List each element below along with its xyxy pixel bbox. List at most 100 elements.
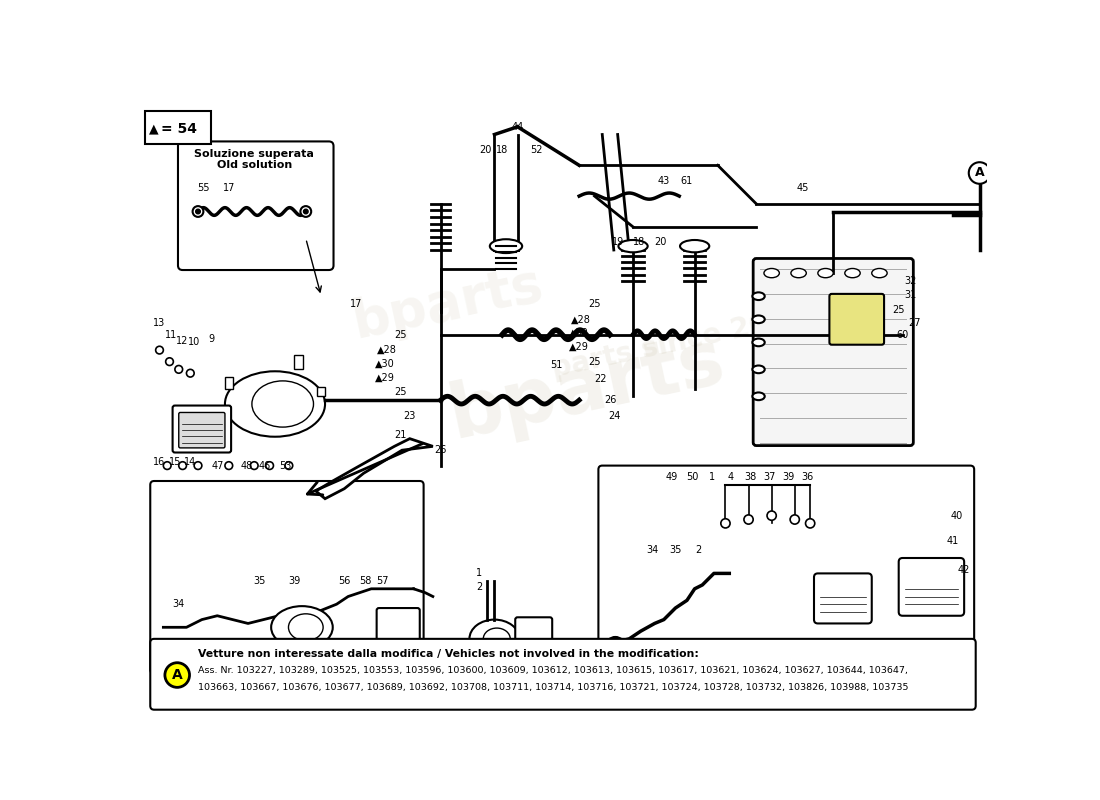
Circle shape [606, 638, 625, 656]
Bar [295, 355, 304, 370]
Text: = 54: = 54 [161, 122, 197, 136]
Text: parts since 2005: parts since 2005 [549, 302, 810, 383]
Ellipse shape [763, 269, 779, 278]
Text: 34: 34 [173, 599, 185, 610]
Text: 20: 20 [653, 238, 667, 247]
FancyBboxPatch shape [754, 258, 913, 446]
Text: 39: 39 [288, 576, 300, 586]
Ellipse shape [618, 240, 648, 252]
Circle shape [790, 515, 800, 524]
Text: 25: 25 [394, 330, 407, 340]
Circle shape [175, 366, 183, 373]
Text: 7: 7 [509, 661, 516, 670]
Text: 31: 31 [904, 290, 916, 300]
Text: 55: 55 [197, 183, 210, 194]
Text: 50: 50 [686, 472, 698, 482]
Text: 35: 35 [669, 546, 682, 555]
Text: 2: 2 [476, 582, 482, 592]
FancyBboxPatch shape [151, 639, 976, 710]
Text: 25: 25 [588, 357, 601, 366]
Text: 26: 26 [434, 445, 447, 455]
Ellipse shape [871, 269, 888, 278]
Text: 16: 16 [153, 457, 166, 466]
Text: Ass. Nr. 103227, 103289, 103525, 103553, 103596, 103600, 103609, 103612, 103613,: Ass. Nr. 103227, 103289, 103525, 103553,… [198, 666, 908, 675]
Text: 5: 5 [441, 661, 448, 670]
Text: 17: 17 [222, 183, 235, 194]
Ellipse shape [483, 628, 510, 650]
Text: 37: 37 [763, 472, 776, 482]
Text: 26: 26 [604, 395, 616, 405]
Circle shape [187, 370, 195, 377]
Text: 13: 13 [153, 318, 166, 328]
FancyBboxPatch shape [598, 466, 975, 674]
Text: 2: 2 [695, 546, 702, 555]
Text: 11: 11 [165, 330, 177, 340]
FancyBboxPatch shape [145, 111, 211, 144]
Text: 42: 42 [292, 657, 305, 667]
Ellipse shape [470, 619, 519, 658]
FancyBboxPatch shape [899, 558, 964, 616]
Text: ▲: ▲ [148, 122, 158, 136]
Text: bparts: bparts [442, 323, 732, 454]
FancyBboxPatch shape [366, 649, 388, 667]
FancyBboxPatch shape [178, 142, 333, 270]
Text: ▲29: ▲29 [569, 342, 590, 352]
Text: 21: 21 [394, 430, 407, 440]
Text: ▲28: ▲28 [571, 314, 591, 324]
Text: 33: 33 [627, 642, 639, 651]
Circle shape [166, 358, 174, 366]
Circle shape [195, 462, 202, 470]
Circle shape [744, 515, 754, 524]
Text: 18: 18 [634, 238, 646, 247]
Text: 34: 34 [646, 546, 659, 555]
FancyBboxPatch shape [376, 608, 420, 653]
Text: 59: 59 [211, 638, 223, 648]
Text: 25: 25 [892, 305, 905, 315]
Text: ▲30: ▲30 [570, 328, 589, 338]
Text: 18: 18 [496, 145, 508, 155]
Text: 36: 36 [802, 472, 814, 482]
FancyBboxPatch shape [829, 294, 884, 345]
Text: 1: 1 [476, 568, 482, 578]
Text: 4: 4 [459, 661, 465, 670]
Circle shape [805, 518, 815, 528]
FancyBboxPatch shape [814, 574, 871, 623]
Circle shape [163, 462, 170, 470]
Ellipse shape [845, 269, 860, 278]
Ellipse shape [490, 239, 522, 253]
Ellipse shape [752, 338, 764, 346]
Circle shape [304, 209, 308, 214]
Circle shape [165, 662, 189, 687]
Text: 14: 14 [184, 457, 197, 466]
Text: 59: 59 [238, 638, 251, 648]
Circle shape [767, 511, 777, 520]
Text: 8: 8 [527, 661, 532, 670]
Circle shape [251, 462, 258, 470]
Text: 27: 27 [908, 318, 921, 328]
Text: 41: 41 [946, 536, 959, 546]
Text: 53: 53 [278, 461, 292, 470]
Text: A: A [975, 166, 984, 179]
Text: bparts: bparts [349, 258, 548, 350]
Ellipse shape [272, 606, 333, 649]
Text: A: A [172, 668, 183, 682]
Text: 25: 25 [588, 299, 601, 309]
Text: ▲30: ▲30 [375, 359, 395, 369]
Text: 33: 33 [157, 661, 169, 670]
Circle shape [178, 462, 187, 470]
Text: 6: 6 [493, 661, 499, 670]
Text: Soluzione superata: Soluzione superata [195, 149, 315, 158]
Ellipse shape [224, 371, 326, 437]
Text: 49: 49 [666, 472, 678, 482]
Text: 24: 24 [608, 410, 620, 421]
Ellipse shape [252, 381, 314, 427]
Ellipse shape [752, 393, 764, 400]
Text: Valid till Ass. Nr. 103178: Valid till Ass. Nr. 103178 [703, 685, 856, 694]
Text: 56: 56 [338, 576, 351, 586]
Circle shape [266, 462, 274, 470]
Text: 47: 47 [211, 461, 223, 470]
Ellipse shape [818, 269, 834, 278]
Text: 12: 12 [176, 336, 189, 346]
Text: 19: 19 [612, 238, 624, 247]
Circle shape [196, 209, 200, 214]
